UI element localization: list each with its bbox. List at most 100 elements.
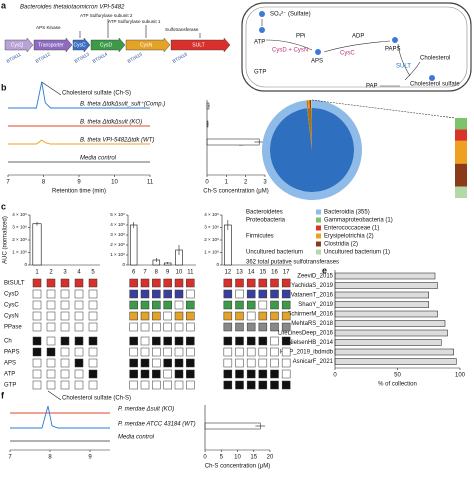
condition-cell bbox=[88, 369, 98, 379]
condition-cell bbox=[140, 336, 150, 346]
condition-cell bbox=[88, 336, 98, 346]
condition-cell bbox=[74, 311, 84, 321]
condition-cell bbox=[140, 311, 150, 321]
condition-cell bbox=[223, 336, 233, 346]
condition-name: Ch bbox=[4, 339, 12, 345]
y-axis-label: AUC (normalized) bbox=[3, 216, 9, 264]
condition-cell bbox=[60, 311, 70, 321]
condition-cell bbox=[174, 289, 184, 299]
gene-name: SULT bbox=[192, 42, 204, 48]
gene-arrow bbox=[72, 37, 91, 53]
y-tick-label: 4 × 10⁶ bbox=[204, 212, 219, 217]
annotation-line bbox=[47, 390, 62, 401]
gene-annotation: ATP Sulfurylase subunit 2 bbox=[80, 13, 133, 18]
gene-arrow bbox=[33, 37, 73, 53]
gene-name: CysN bbox=[140, 42, 153, 48]
gene-name: Transporter bbox=[38, 42, 64, 48]
condition-cell bbox=[235, 300, 244, 310]
condition-cell bbox=[258, 369, 268, 379]
legend-swatch bbox=[316, 241, 321, 247]
condition-cell bbox=[129, 278, 138, 288]
x-tick-label: 2 bbox=[244, 180, 248, 186]
aps bbox=[315, 49, 321, 55]
y-tick-label: VatanenT_2016 bbox=[291, 293, 334, 299]
condition-cell bbox=[223, 380, 233, 390]
condition-cell bbox=[258, 336, 268, 346]
condition-cell bbox=[129, 311, 138, 321]
condition-cell bbox=[129, 300, 138, 310]
condition-cell bbox=[88, 358, 98, 368]
pathway-shapes bbox=[259, 11, 435, 87]
condition-cell bbox=[223, 358, 233, 368]
condition-cell bbox=[129, 380, 138, 390]
condition-cell bbox=[186, 380, 195, 390]
x-tick-label: 10 bbox=[176, 270, 183, 276]
condition-cell bbox=[235, 369, 244, 379]
condition-cell bbox=[186, 322, 195, 332]
gene-locus: BT0413 bbox=[74, 51, 91, 64]
gene-arrow bbox=[170, 37, 231, 53]
pie-slice bbox=[305, 100, 308, 109]
condition-cell bbox=[60, 358, 70, 368]
x-tick-label: 14 bbox=[248, 270, 255, 276]
y-tick-label: 1 × 10⁶ bbox=[110, 252, 125, 257]
legend-label: Bacteroidia (355) bbox=[324, 210, 370, 216]
pathway-label: CysC bbox=[340, 51, 355, 57]
condition-cell bbox=[270, 369, 279, 379]
condition-cell bbox=[46, 369, 56, 379]
ch-s bbox=[429, 75, 435, 81]
cell-membrane bbox=[241, 2, 472, 92]
condition-cell bbox=[163, 322, 172, 332]
condition-cell bbox=[246, 358, 256, 368]
pathway-label: SO₄²⁻ (Sulfate) bbox=[270, 12, 311, 18]
gene-annotation: ATP Sulfurylase subunit 1 bbox=[108, 19, 161, 24]
condition-cell bbox=[88, 322, 98, 332]
condition-cell bbox=[223, 322, 233, 332]
y-tick-label: AsnicarF_2021 bbox=[293, 359, 334, 365]
x-tick-label: 15 bbox=[250, 455, 257, 461]
condition-name: BtSULT bbox=[4, 281, 25, 287]
x-tick-label: 8 bbox=[155, 270, 159, 276]
gene-arrow bbox=[4, 37, 34, 53]
gene-arrow bbox=[90, 37, 126, 53]
y-tick-label: 3 × 10⁶ bbox=[110, 232, 125, 237]
y-tick-label: SchirmerM_2016 bbox=[287, 312, 333, 318]
pathway-label: GTP bbox=[254, 70, 266, 76]
bar bbox=[204, 422, 261, 430]
x-tick-label: 9 bbox=[88, 455, 92, 461]
pathway-label: ATP bbox=[254, 40, 265, 46]
cell-membrane bbox=[245, 6, 468, 88]
x-axis-label: Ch-S concentration (μM) bbox=[203, 189, 268, 195]
zoom-slice bbox=[455, 118, 467, 130]
annotation-line bbox=[41, 81, 62, 96]
condition-cell bbox=[235, 311, 244, 321]
condition-cell bbox=[281, 347, 291, 357]
condition-cell bbox=[258, 289, 268, 299]
bar bbox=[334, 329, 448, 337]
pie-slice bbox=[306, 100, 309, 109]
pathway-label: Cholesterol sulfate bbox=[410, 82, 460, 88]
annotation: Cholesterol sulfate (Ch-S) bbox=[62, 91, 131, 97]
pathway-label: CysD + CysN bbox=[272, 48, 308, 54]
pie-slice bbox=[309, 100, 312, 109]
condition-cell bbox=[186, 311, 195, 321]
condition-cell bbox=[246, 289, 256, 299]
x-tick-label: 7 bbox=[143, 270, 147, 276]
panel-label: c bbox=[1, 201, 6, 211]
condition-cell bbox=[270, 278, 279, 288]
x-tick-label: 8 bbox=[42, 180, 46, 186]
condition-cell bbox=[174, 347, 184, 357]
condition-cell bbox=[163, 289, 172, 299]
gene-locus: BT0411 bbox=[6, 51, 23, 63]
y-tick-label: NielsenHB_2014 bbox=[288, 340, 334, 346]
pie-slice bbox=[270, 108, 355, 193]
legend-label: Uncultured bacterium (1) bbox=[324, 250, 390, 256]
pathway-label: Cholesterol bbox=[420, 56, 450, 62]
condition-cell bbox=[46, 380, 56, 390]
condition-cell bbox=[174, 380, 184, 390]
condition-cell bbox=[60, 380, 70, 390]
condition-cell bbox=[235, 380, 244, 390]
x-tick-label: 8 bbox=[48, 455, 52, 461]
condition-cell bbox=[32, 369, 42, 379]
